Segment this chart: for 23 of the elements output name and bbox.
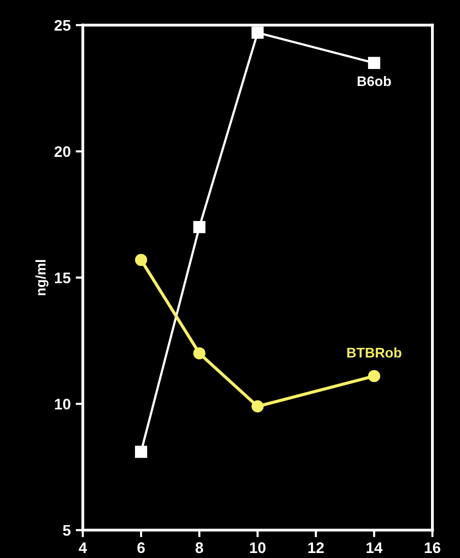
y-tick-label: 5 [62,525,71,536]
point [193,347,206,360]
y-tick-label: 10 [54,398,70,410]
y-tick-label: 25 [54,20,71,31]
x-tick-label: 6 [137,542,145,554]
x-tick-label: 10 [250,542,266,554]
point [134,254,148,266]
point [368,56,380,70]
x-tick-label: 8 [196,542,204,554]
x-tick-label: 16 [424,542,440,554]
point [252,26,264,39]
x-tick-label: 14 [366,542,383,553]
y-axis-title: ng/ml [35,260,48,296]
point [368,370,380,382]
x-tick-label: 4 [78,542,87,553]
y-tick-label: 20 [54,146,70,158]
point [193,221,206,234]
y-tick-label: 15 [54,272,71,284]
point [252,400,264,412]
series-label: B6ob [358,76,391,86]
x-tick-label: 12 [308,542,324,553]
point [134,446,148,458]
series-label: BTBRob [347,347,402,358]
